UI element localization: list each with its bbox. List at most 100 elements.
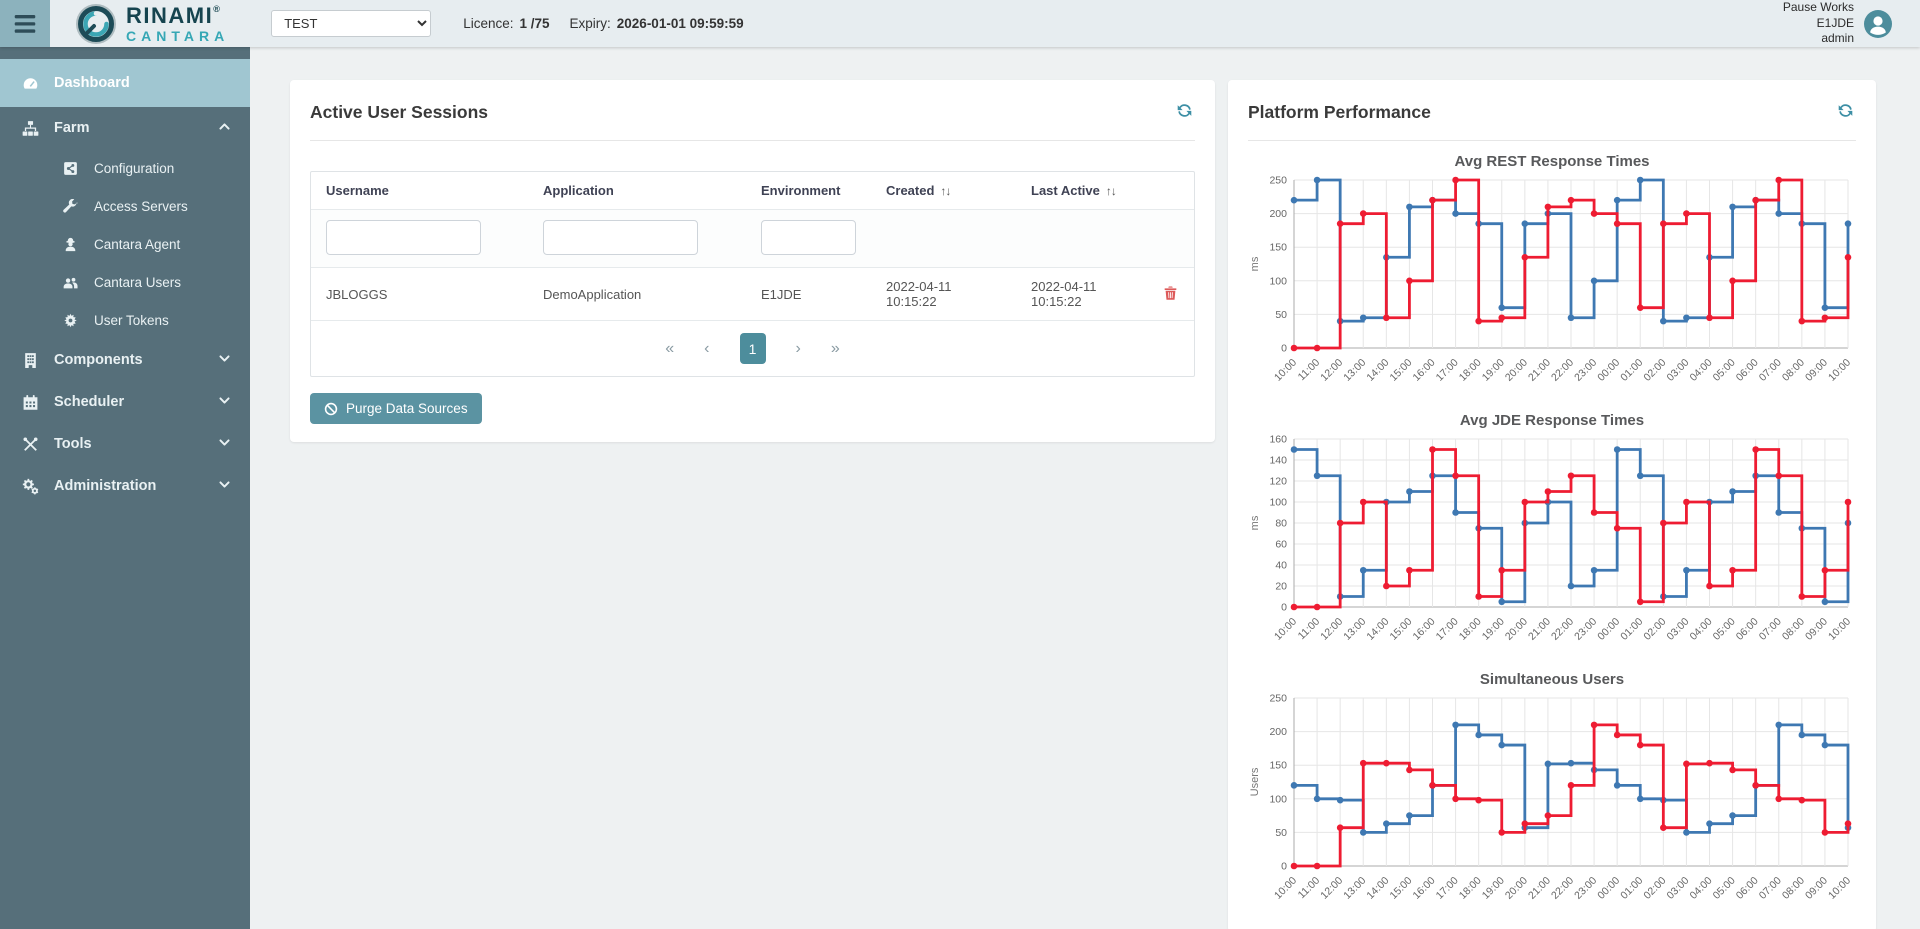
series-red-point <box>1683 210 1690 217</box>
series-blue-point <box>1336 796 1344 804</box>
series-red-point <box>1475 593 1482 600</box>
pagination-last-button[interactable]: » <box>830 339 840 357</box>
series-blue-point <box>1636 472 1644 480</box>
column-header-created[interactable]: Created ↑↓ <box>886 183 951 198</box>
share-icon-wrap <box>60 161 80 176</box>
series-blue-point <box>1452 210 1459 217</box>
sidebar-item-configuration[interactable]: Configuration <box>0 149 250 187</box>
chart-plot-area: 02040608010012014016010:0011:0012:0013:0… <box>1249 434 1853 643</box>
sidebar-item-label: Cantara Agent <box>94 236 181 252</box>
series-red-line <box>1294 178 1850 350</box>
pagination-first-button[interactable]: « <box>665 339 675 357</box>
series-red-point <box>1429 196 1436 204</box>
svg-text:100: 100 <box>1269 497 1287 509</box>
sidebar-item-cantara-users[interactable]: Cantara Users <box>0 263 250 301</box>
sidebar-item-scheduler[interactable]: Scheduler <box>0 381 250 423</box>
sessions-refresh-button[interactable] <box>1174 100 1195 124</box>
svg-text:14:00: 14:00 <box>1364 616 1391 643</box>
svg-text:04:00: 04:00 <box>1688 875 1715 902</box>
cell-last-active: 2022-04-11 10:15:22 <box>1031 279 1097 309</box>
svg-text:19:00: 19:00 <box>1480 616 1507 643</box>
series-red-point <box>1521 498 1529 506</box>
svg-text:12:00: 12:00 <box>1318 357 1345 384</box>
series-red-point <box>1775 472 1783 480</box>
svg-text:07:00: 07:00 <box>1757 616 1784 643</box>
svg-text:10:00: 10:00 <box>1272 357 1299 384</box>
licence-info: Licence: 1 /75 Expiry: 2026-01-01 09:59:59 <box>463 16 743 31</box>
filter-input-username[interactable] <box>326 220 481 255</box>
svg-text:01:00: 01:00 <box>1618 616 1645 643</box>
column-header-environment: Environment <box>761 183 841 198</box>
svg-text:10:00: 10:00 <box>1272 875 1299 902</box>
svg-text:23:00: 23:00 <box>1572 616 1599 643</box>
series-red-point <box>1336 220 1344 227</box>
svg-text:08:00: 08:00 <box>1780 875 1807 902</box>
series-blue-point <box>1590 566 1598 574</box>
user-company: Pause Works <box>1782 0 1854 15</box>
sidebar-item-access-servers[interactable]: Access Servers <box>0 187 250 225</box>
sidebar-item-components[interactable]: Components <box>0 339 250 381</box>
filter-input-environment[interactable] <box>761 220 856 255</box>
svg-text:250: 250 <box>1269 693 1287 705</box>
hamburger-menu-button[interactable] <box>0 0 50 47</box>
series-red-point <box>1521 253 1529 261</box>
performance-panel-title: Platform Performance <box>1248 101 1431 122</box>
sidebar-item-user-tokens[interactable]: User Tokens <box>0 301 250 339</box>
chart-title: Avg REST Response Times <box>1454 153 1650 170</box>
series-red-point <box>1798 593 1806 600</box>
series-red-point <box>1521 820 1529 827</box>
pagination-next-button[interactable]: › <box>795 339 801 357</box>
series-red-point <box>1290 603 1298 611</box>
svg-text:120: 120 <box>1269 476 1287 488</box>
pagination-page-1-button[interactable]: 1 <box>739 333 766 364</box>
pagination-prev-button[interactable]: ‹ <box>704 339 710 357</box>
series-red-point <box>1498 314 1506 322</box>
svg-text:100: 100 <box>1269 793 1287 805</box>
series-red-point <box>1683 498 1690 506</box>
series-blue-point <box>1636 176 1644 184</box>
svg-text:05:00: 05:00 <box>1711 875 1738 902</box>
sidebar-item-dashboard[interactable]: Dashboard <box>0 59 250 107</box>
logo-text-rinami: RINAMI® <box>126 2 222 28</box>
sidebar-item-cantara-agent[interactable]: Cantara Agent <box>0 225 250 263</box>
svg-text:ms: ms <box>1249 256 1261 271</box>
svg-text:150: 150 <box>1269 760 1287 772</box>
svg-text:10:00: 10:00 <box>1272 616 1299 643</box>
user-avatar-icon[interactable] <box>1864 9 1892 38</box>
environment-select[interactable]: TEST <box>271 10 432 37</box>
svg-text:05:00: 05:00 <box>1711 357 1738 384</box>
trash-icon <box>1164 285 1176 300</box>
svg-text:Users: Users <box>1249 767 1261 796</box>
series-red-point <box>1383 582 1390 590</box>
sort-icon[interactable]: ↑↓ <box>940 184 951 198</box>
table-header-row: Username Application Environment Created ↑↓ L… <box>311 172 1194 210</box>
user-role: admin <box>1821 31 1854 46</box>
hamburger-icon <box>14 14 36 33</box>
svg-text:22:00: 22:00 <box>1549 875 1576 902</box>
purge-data-sources-button[interactable]: Purge Data Sources <box>310 393 482 424</box>
svg-text:05:00: 05:00 <box>1711 616 1738 643</box>
sitemap-icon <box>22 120 38 136</box>
series-red-point <box>1406 766 1413 774</box>
svg-text:00:00: 00:00 <box>1595 357 1622 384</box>
user-environment: E1JDE <box>1816 15 1854 30</box>
series-blue-point <box>1683 829 1690 836</box>
column-header-last-active[interactable]: Last Active ↑↓ <box>1031 183 1117 198</box>
delete-session-button[interactable] <box>1163 285 1178 304</box>
series-blue-point <box>1729 812 1736 819</box>
series-red-point <box>1636 598 1644 606</box>
sort-icon[interactable]: ↑↓ <box>1105 184 1117 198</box>
chart-simultaneous-users: Simultaneous Users 0 50 100 150 200 250 10:00 11… <box>1228 671 1876 918</box>
sidebar-item-farm[interactable]: Farm <box>0 107 250 149</box>
sidebar-item-tools[interactable]: Tools <box>0 423 250 465</box>
performance-refresh-button[interactable] <box>1835 100 1856 124</box>
filter-input-application[interactable] <box>543 220 698 255</box>
svg-text:01:00: 01:00 <box>1618 357 1645 384</box>
sidebar-item-administration[interactable]: Administration <box>0 465 250 507</box>
svg-text:160: 160 <box>1269 434 1287 446</box>
ban-icon <box>324 402 338 415</box>
series-red-point <box>1636 741 1644 749</box>
chart-avg-jde-response-times: Avg JDE Response Times 0 20 40 60 80 100 120 140… <box>1228 412 1876 659</box>
series-blue-point <box>1844 220 1852 227</box>
series-blue-point <box>1359 566 1367 574</box>
